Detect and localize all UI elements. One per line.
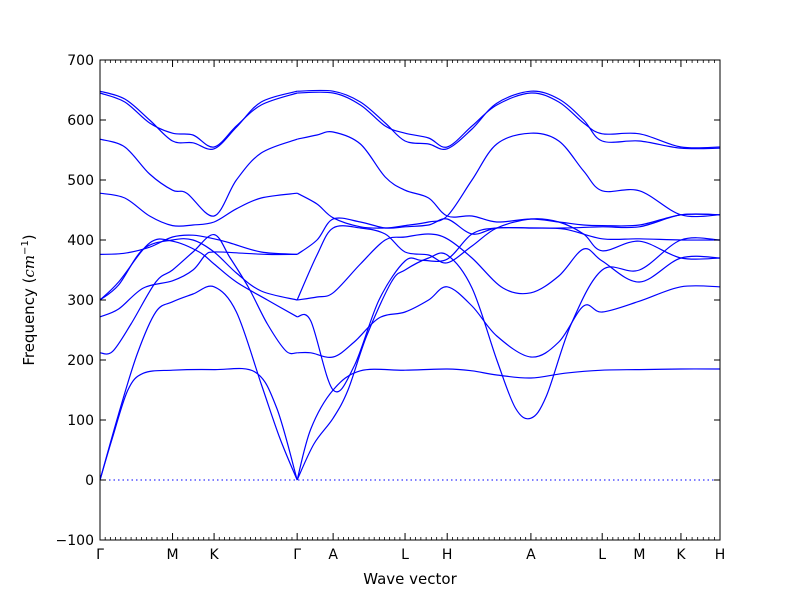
x-tick-label: A	[328, 547, 338, 563]
band-line-8	[99, 192, 298, 227]
y-axis-label-main: Frequency (	[20, 278, 38, 366]
band-line-22	[297, 89, 721, 150]
x-tick-label: M	[166, 547, 178, 563]
y-axis-label-exponent: −1	[20, 240, 31, 255]
band-line-10	[99, 92, 298, 148]
band-line-7	[99, 234, 298, 255]
minor-tick-marks	[104, 60, 715, 540]
y-tick-label: 200	[67, 353, 94, 369]
band-line-14	[297, 285, 721, 358]
band-line-6	[99, 238, 298, 318]
band-line-21	[297, 91, 721, 149]
plot-area	[99, 89, 721, 481]
x-tick-label: K	[676, 547, 686, 563]
band-line-1	[99, 367, 298, 481]
band-line-19	[296, 132, 721, 229]
band-line-5	[99, 238, 298, 301]
band-line-18	[296, 213, 721, 255]
band-line-12	[296, 368, 721, 481]
x-tick-label: Γ	[293, 547, 301, 563]
y-tick-label: 400	[67, 233, 94, 249]
y-tick-label: 700	[67, 53, 94, 69]
band-line-16	[296, 226, 721, 393]
x-tick-label: K	[209, 547, 219, 563]
y-tick-label: 500	[67, 173, 94, 189]
y-tick-label: −100	[56, 533, 94, 549]
y-tick-label: 0	[85, 473, 94, 489]
x-tick-label: M	[633, 547, 645, 563]
y-axis-label: Frequency (cm−1)	[20, 234, 38, 365]
y-tick-label: 300	[67, 293, 94, 309]
band-lines	[99, 89, 721, 481]
band-line-13	[296, 237, 721, 481]
band-line-11	[99, 90, 298, 150]
plot-frame	[99, 59, 721, 541]
x-tick-label: L	[401, 547, 409, 563]
x-tick-label: H	[442, 547, 453, 563]
band-line-4	[99, 251, 298, 318]
band-line-3	[99, 233, 298, 355]
y-tick-label: 600	[67, 113, 94, 129]
band-line-2	[99, 285, 298, 481]
x-axis-label: Wave vector	[363, 570, 457, 588]
band-line-15	[297, 233, 721, 301]
y-axis-label-close: )	[20, 234, 38, 240]
band-line-9	[99, 138, 298, 217]
x-tick-label: H	[715, 547, 726, 563]
y-axis-ticks: −100 0 100 200 300 400 500 600 700	[56, 53, 720, 549]
band-line-20	[297, 131, 721, 227]
band-line-17	[296, 218, 721, 301]
x-tick-label: A	[526, 547, 536, 563]
x-tick-label: Γ	[96, 547, 104, 563]
y-tick-label: 100	[67, 413, 94, 429]
y-axis-label-unit: cm	[20, 255, 38, 278]
x-tick-label: L	[598, 547, 606, 563]
